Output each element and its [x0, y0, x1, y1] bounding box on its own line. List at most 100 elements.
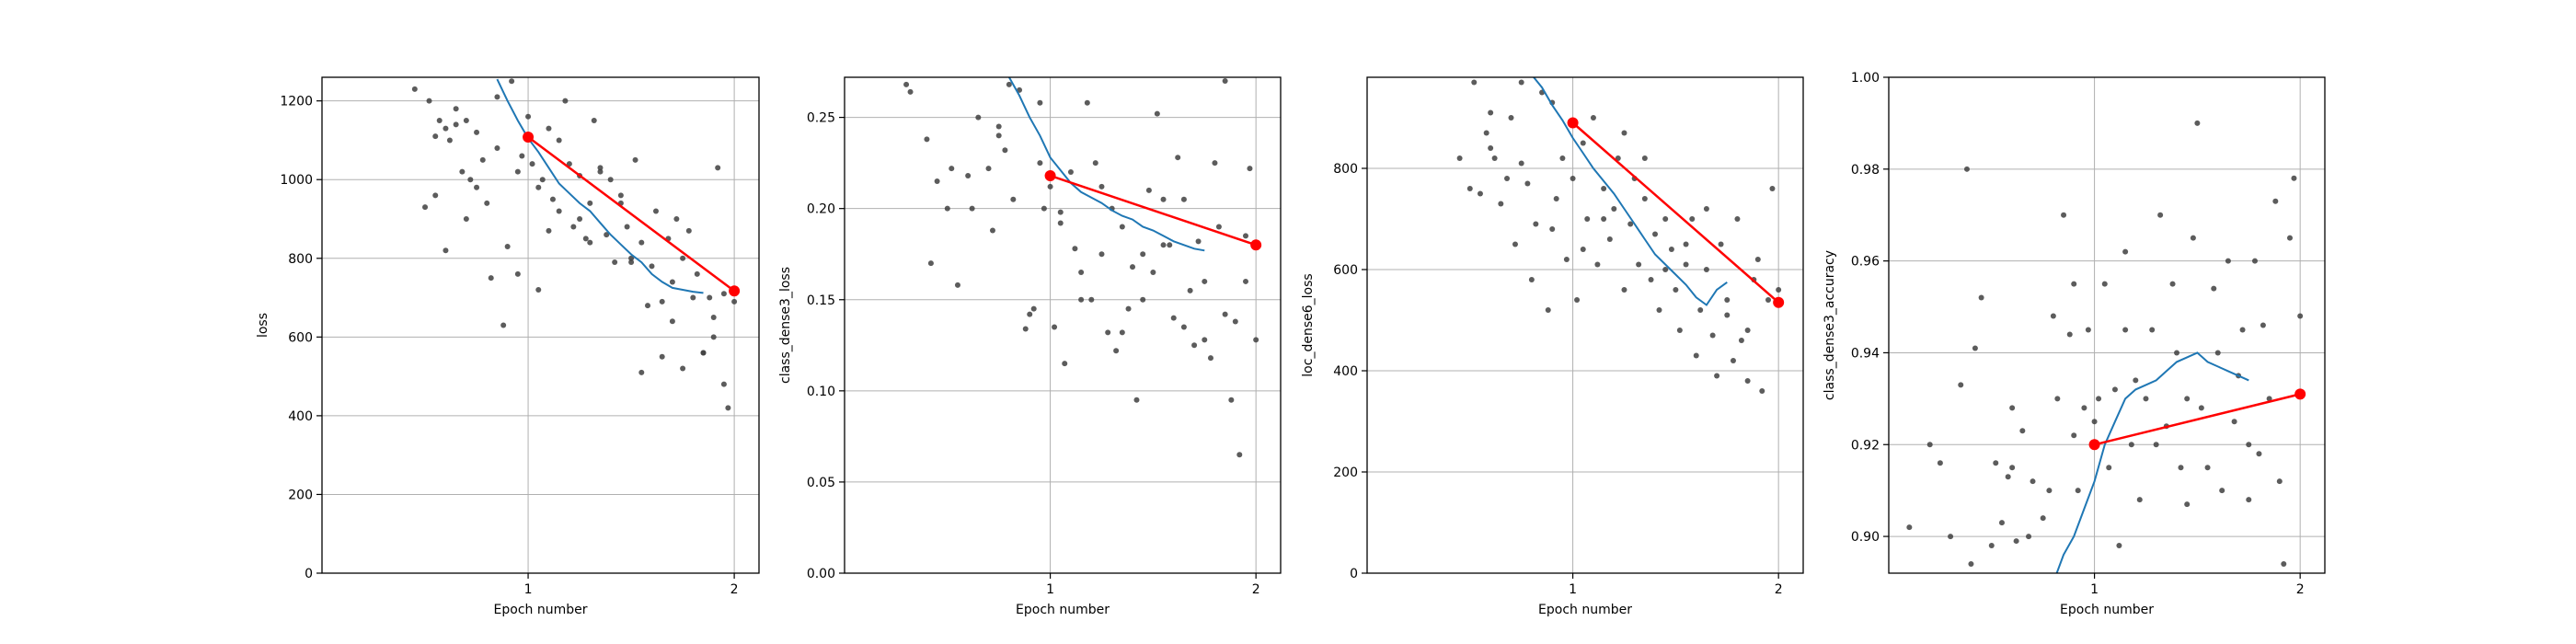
scatter-point — [624, 224, 630, 230]
scatter-point — [577, 216, 583, 222]
scatter-point — [2096, 396, 2102, 402]
scatter-point — [1765, 297, 1771, 303]
scatter-point — [2251, 258, 2258, 264]
scatter-point — [1119, 329, 1125, 336]
scatter-point — [2178, 465, 2184, 471]
scatter-point — [1253, 337, 1259, 343]
scatter-point — [969, 205, 975, 212]
scatter-point — [1968, 561, 1974, 568]
scatter-point — [1998, 520, 2005, 526]
scatter-point — [638, 369, 645, 375]
scatter-point — [1574, 297, 1581, 303]
x-tick-label: 1 — [1569, 582, 1577, 597]
scatter-point — [1553, 196, 1559, 201]
scatter-point — [2214, 350, 2221, 356]
scatter-point — [1187, 287, 1193, 293]
scatter-point — [1498, 201, 1504, 207]
x-tick-label: 2 — [730, 582, 739, 597]
scatter-point — [1958, 382, 1964, 388]
scatter-point — [1601, 186, 1607, 191]
scatter-point — [720, 381, 727, 387]
scatter-point — [597, 168, 604, 175]
epoch-average-marker — [2294, 388, 2306, 400]
scatter-point — [500, 322, 507, 328]
scatter-point — [474, 129, 480, 135]
plot-area — [903, 77, 1262, 458]
scatter-point — [535, 184, 542, 190]
scatter-point — [1092, 160, 1098, 167]
scatter-point — [638, 239, 645, 246]
scatter-point — [927, 260, 934, 267]
scatter-point — [1167, 242, 1173, 248]
scatter-point — [731, 298, 738, 305]
scatter-point — [1242, 278, 1248, 284]
scatter-point — [479, 156, 486, 163]
scatter-point — [1130, 264, 1136, 270]
scatter-point — [985, 166, 992, 172]
epoch-average-marker — [2088, 439, 2100, 451]
scatter-point — [446, 137, 453, 144]
scatter-point — [1559, 155, 1566, 161]
scatter-point — [1621, 287, 1627, 293]
scatter-point — [443, 125, 449, 132]
scatter-point — [463, 118, 469, 124]
scatter-point — [1549, 226, 1556, 232]
scatter-point — [1926, 442, 1933, 448]
scatter-point — [2013, 538, 2019, 545]
y-tick-label: 0.98 — [1851, 163, 1880, 178]
epoch-average-line — [2094, 393, 2301, 446]
scatter-point — [649, 263, 655, 270]
scatter-point — [1518, 79, 1524, 86]
scatter-point — [1491, 155, 1498, 161]
epoch-average-marker — [523, 132, 535, 144]
scatter-point — [700, 350, 707, 356]
y-tick-label: 0.25 — [807, 111, 835, 126]
y-axis-label: loc_dense6_loss — [1301, 273, 1316, 376]
scatter-point — [529, 161, 535, 167]
x-tick-label: 2 — [1775, 582, 1783, 597]
scatter-point — [2260, 322, 2266, 328]
scatter-point — [659, 353, 665, 360]
scatter-point — [907, 88, 914, 95]
scatter-point — [710, 334, 717, 340]
scatter-point — [1098, 183, 1105, 190]
scatter-point — [514, 270, 521, 277]
scatter-point — [720, 291, 727, 297]
scatter-point — [673, 216, 680, 222]
scatter-point — [680, 365, 686, 372]
scatter-point — [1195, 238, 1202, 245]
smoothed-line — [1532, 77, 1728, 306]
x-tick-label: 2 — [1252, 582, 1260, 597]
y-tick-label: 0.94 — [1851, 346, 1880, 361]
y-tick-label: 200 — [288, 488, 313, 502]
scatter-point — [556, 137, 562, 144]
scatter-point — [669, 318, 675, 325]
scatter-point — [1676, 328, 1683, 333]
scatter-point — [1057, 220, 1064, 226]
scatter-point — [690, 294, 696, 301]
scatter-point — [2246, 497, 2252, 503]
scatter-point — [514, 168, 521, 175]
scatter-point — [1776, 287, 1782, 293]
scatter-point — [2091, 419, 2098, 425]
scatter-point — [1041, 205, 1047, 212]
scatter-point — [645, 303, 651, 309]
scatter-point — [1744, 378, 1751, 384]
scatter-point — [1215, 224, 1222, 230]
scatter-point — [2061, 212, 2067, 218]
scatter-point — [2046, 488, 2053, 494]
scatter-point — [1948, 534, 1954, 540]
scatter-point — [1652, 231, 1659, 237]
smoothed-line — [1008, 77, 1205, 252]
scatter-point — [2184, 501, 2191, 508]
subplot-class-dense3-loss: 1 2 0.00 0.05 0.10 0.15 0.20 0.25 Epoch number cl… — [778, 76, 1282, 617]
scatter-point — [2040, 515, 2046, 522]
scatter-point — [2081, 405, 2087, 411]
scatter-point — [1993, 460, 1999, 466]
scatter-point — [2034, 580, 2040, 585]
subplot-loc-dense6-loss: 1 2 0 200 400 600 800 Epoch number loc_dense6_lo… — [1301, 76, 1804, 617]
scatter-point — [944, 205, 950, 212]
scatter-point — [934, 178, 940, 184]
y-tick-label: 0.90 — [1851, 530, 1880, 545]
scatter-point — [1584, 216, 1591, 222]
